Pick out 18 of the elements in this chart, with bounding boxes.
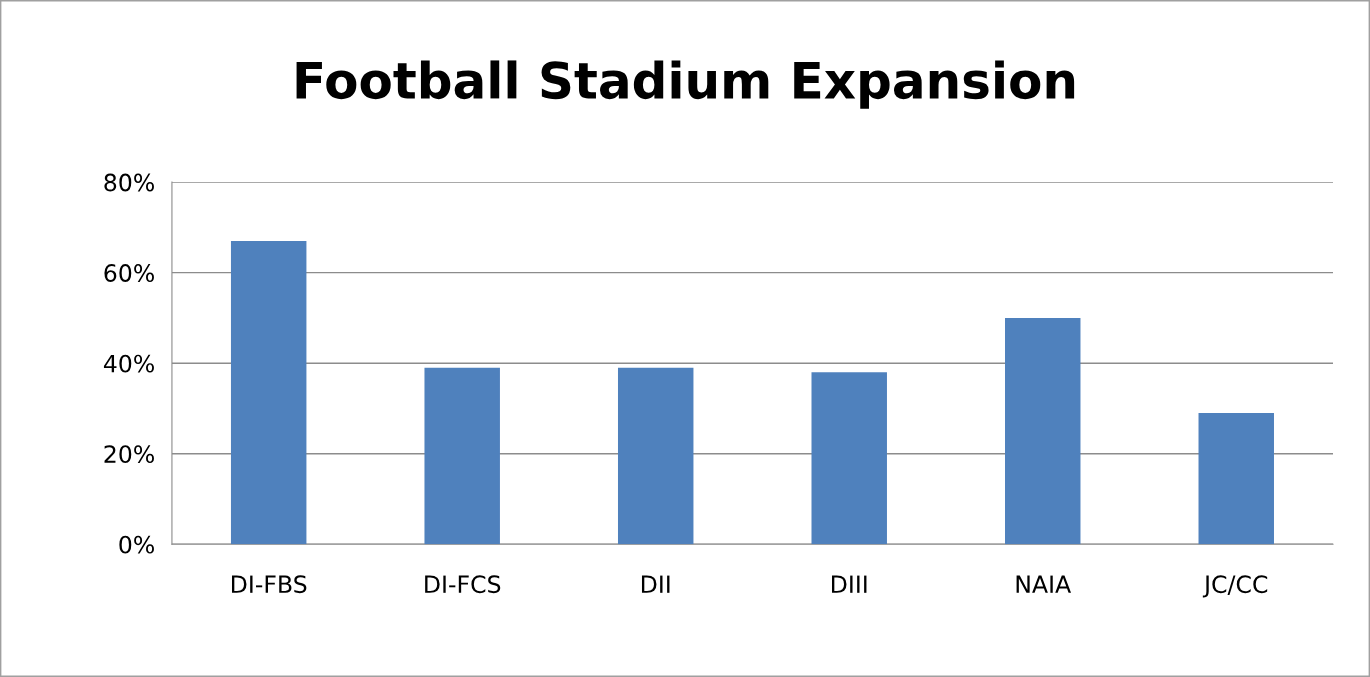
bar [811, 372, 887, 545]
x-tick-label: NAIA [1016, 575, 1072, 593]
y-tick-label: 40% [103, 354, 154, 373]
x-tick-label: DIII [832, 575, 867, 593]
bar [424, 367, 500, 545]
y-tick-label: 0% [119, 535, 154, 554]
x-tick-label: DI-FBS [232, 575, 307, 594]
y-tick-label: 80% [104, 173, 154, 192]
bar [1005, 317, 1081, 545]
y-tick-label: 60% [104, 264, 154, 282]
x-tick-label: JC/CC [1202, 575, 1268, 598]
bar [1198, 413, 1274, 545]
bar [617, 367, 694, 545]
y-tick-label: 20% [104, 445, 154, 464]
x-tick-label: DI-FCS [425, 575, 501, 594]
chart-title: Football Stadium Expansion [296, 60, 1075, 109]
x-tick-label: DII [641, 575, 670, 593]
bar [230, 240, 307, 545]
